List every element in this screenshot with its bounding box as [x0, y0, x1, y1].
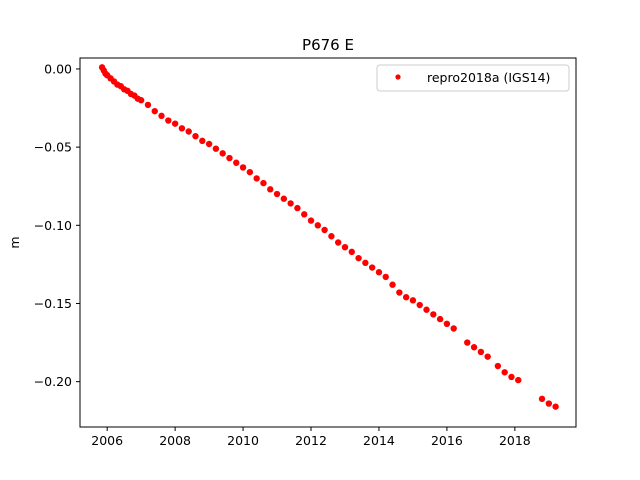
x-tick-label: 2008: [159, 433, 191, 448]
data-point: [314, 222, 322, 229]
chart-title: P676 E: [302, 36, 354, 54]
data-point: [239, 164, 247, 171]
y-tick-label: −0.15: [34, 296, 72, 311]
data-point: [226, 154, 233, 162]
y-tick-label: −0.10: [34, 218, 72, 233]
data-point: [287, 200, 294, 207]
data-point: [382, 273, 389, 281]
x-tick-label: 2006: [91, 433, 123, 448]
data-point: [212, 145, 220, 152]
data-point: [165, 117, 172, 124]
y-tick-label: −0.05: [34, 140, 72, 155]
data-point: [246, 168, 254, 176]
x-tick-label: 2012: [295, 433, 327, 448]
plot-area: [80, 58, 576, 427]
data-point: [416, 301, 423, 309]
x-tick-label: 2016: [431, 433, 463, 448]
data-point: [484, 353, 491, 360]
data-point: [430, 311, 437, 318]
data-point: [260, 179, 267, 187]
x-axis-ticks: 2006 2008 2010 2012 2014 2016 2018: [91, 427, 531, 448]
data-point: [341, 243, 349, 251]
data-point: [267, 186, 274, 193]
y-axis-ticks: 0.00 −0.05 −0.10 −0.15 −0.20: [34, 61, 80, 389]
data-point: [301, 211, 308, 218]
x-tick-label: 2014: [363, 433, 395, 448]
data-point: [501, 369, 508, 376]
data-point: [219, 150, 226, 157]
data-point: [253, 175, 260, 182]
data-point: [321, 226, 328, 234]
data-point: [192, 132, 199, 140]
data-point: [362, 259, 369, 267]
data-point: [185, 128, 192, 135]
data-point: [470, 344, 478, 351]
x-tick-label: 2010: [227, 433, 259, 448]
data-point: [355, 254, 362, 262]
data-point: [151, 107, 158, 115]
data-point: [464, 339, 471, 346]
data-point: [443, 320, 451, 328]
data-point: [199, 137, 206, 145]
plot-frame: [79, 57, 577, 428]
data-point: [538, 395, 546, 403]
legend-label: repro2018a (IGS14): [427, 70, 550, 85]
data-point: [450, 325, 457, 332]
data-point: [515, 376, 522, 384]
data-point: [334, 239, 342, 246]
data-point: [144, 101, 152, 109]
x-tick-label: 2018: [499, 433, 531, 448]
data-point: [368, 264, 376, 271]
data-point: [375, 269, 383, 276]
data-point: [508, 373, 515, 381]
data-point: [178, 125, 186, 132]
y-tick-label: 0.00: [44, 61, 72, 76]
legend-box: [376, 64, 570, 92]
data-point: [280, 195, 288, 202]
data-point: [205, 140, 213, 148]
y-tick-label: −0.20: [34, 374, 72, 389]
y-axis-label: m: [7, 236, 22, 248]
legend-marker: [395, 74, 401, 80]
data-point: [348, 248, 355, 256]
data-point: [477, 348, 485, 356]
data-point: [273, 190, 281, 198]
data-point: [409, 297, 417, 304]
data-point: [294, 204, 301, 212]
data-point: [233, 159, 240, 166]
data-point: [389, 281, 396, 288]
data-point: [328, 233, 335, 240]
legend: repro2018a (IGS14): [376, 64, 570, 92]
data-point: [158, 112, 165, 120]
data-point: [423, 306, 430, 313]
data-point: [545, 400, 553, 407]
data-point: [137, 97, 145, 104]
data-point: [402, 294, 410, 301]
data-point: [171, 120, 179, 127]
data-point: [494, 362, 502, 370]
data-point: [307, 217, 315, 224]
data-series-repro2018a: [98, 64, 559, 410]
data-point: [552, 403, 559, 410]
data-point: [396, 289, 403, 296]
data-point: [436, 315, 444, 323]
